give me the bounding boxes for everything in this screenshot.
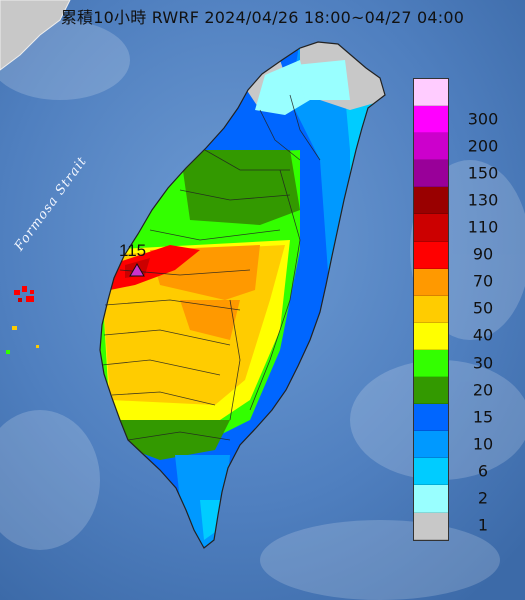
max-station-value: 115 [119, 241, 147, 260]
legend-swatch [414, 187, 448, 215]
legend-label: 2 [477, 488, 489, 508]
legend-swatch [414, 322, 448, 350]
legend-swatch [414, 160, 448, 188]
legend-swatch [414, 214, 448, 242]
legend-label: 10 [472, 434, 494, 454]
legend-swatch [414, 295, 448, 323]
legend-swatch [414, 431, 448, 459]
legend-swatch [414, 485, 448, 513]
legend-label: 300 [467, 109, 499, 129]
legend-label: 1 [477, 515, 489, 535]
legend-swatch [414, 79, 448, 107]
max-station-marker [129, 263, 145, 277]
legend-label: 70 [472, 271, 494, 291]
legend-label: 6 [477, 461, 489, 481]
legend-swatch [414, 241, 448, 269]
legend-label: 15 [472, 407, 494, 427]
map-title: 累積10小時 RWRF 2024/04/26 18:00~04/27 04:00 [60, 8, 465, 27]
legend-label: 200 [467, 136, 499, 156]
legend-swatch [414, 349, 448, 378]
legend-swatch [414, 133, 448, 161]
legend-swatch [414, 268, 448, 296]
legend-label: 150 [467, 163, 499, 183]
legend-label: 130 [467, 190, 499, 210]
legend-swatch [414, 404, 448, 432]
legend-label: 50 [472, 298, 494, 318]
legend-swatch [414, 106, 448, 134]
legend-label: 20 [472, 380, 494, 400]
legend-label: 90 [472, 244, 494, 264]
boundary-lines [101, 94, 321, 441]
legend-swatch [414, 458, 448, 486]
legend-label: 110 [467, 217, 499, 237]
legend-label: 40 [472, 325, 494, 345]
legend-label: 30 [472, 353, 494, 373]
legend-swatch [414, 512, 448, 540]
legend-colorbar [413, 78, 449, 541]
legend-swatch [414, 377, 448, 405]
penghu-islands [6, 286, 39, 354]
mainland-coast [0, 0, 71, 71]
